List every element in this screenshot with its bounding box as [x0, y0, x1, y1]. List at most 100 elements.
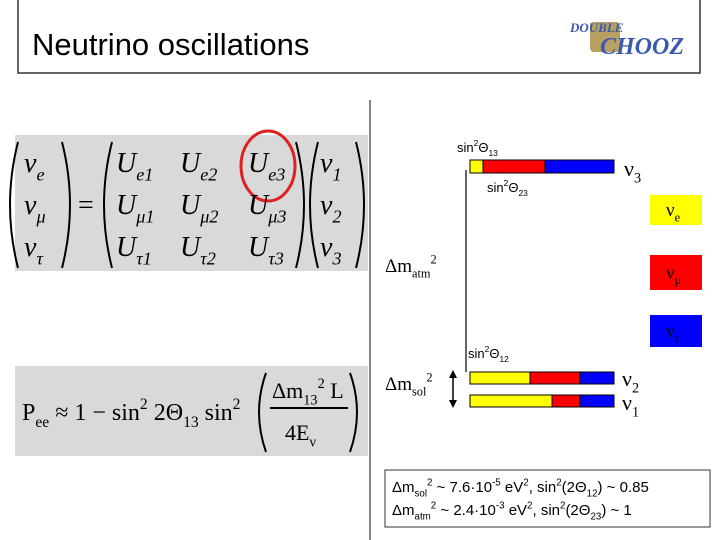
paren [103, 141, 113, 269]
text-run: eV [505, 502, 528, 519]
text-run: , sin [529, 479, 557, 496]
rich-text: 4Eν [285, 420, 316, 451]
subscript: e [675, 211, 681, 225]
text-run: U [248, 190, 270, 221]
text-run: U [180, 148, 202, 179]
text-run: ) ~ 0.85 [598, 479, 649, 496]
formula-box [15, 366, 368, 456]
rich-text: νe [666, 200, 681, 225]
rich-text: Δmsol2 ~ 7.6·10-5 eV2, sin2(2Θ12) ~ 0.85 [392, 477, 649, 499]
text-run: ν [622, 390, 632, 415]
supscript: 2 [504, 178, 509, 188]
text-run: ν [666, 321, 675, 342]
subscript: 12 [587, 489, 598, 500]
title-frame [17, 0, 701, 74]
text-run: ν [666, 200, 675, 221]
subscript: 3 [634, 171, 641, 187]
subscript: atm [412, 267, 431, 281]
text-run: U [180, 190, 202, 221]
text-run: 4E [285, 420, 309, 445]
subscript: ee [35, 414, 49, 431]
text-run: ν [666, 263, 675, 284]
text-run: ν [622, 366, 632, 391]
rich-text: Uτ1 [116, 232, 152, 268]
text-run: U [116, 232, 138, 263]
text-run: Δm [385, 256, 412, 277]
text-run: Θ [508, 180, 518, 195]
rich-text: ν2 [320, 190, 342, 226]
text-run: ν [320, 148, 333, 179]
subscript: 3 [331, 248, 341, 268]
rich-text: Uμ2 [180, 190, 218, 226]
text-run: ν [24, 148, 37, 179]
subscript: τ2 [200, 248, 216, 268]
rich-text: Ue1 [116, 148, 153, 184]
supscript: 2 [560, 500, 565, 511]
subscript: e2 [200, 164, 217, 184]
rich-text: Uμ3 [248, 190, 286, 226]
text-run: ν [320, 232, 333, 263]
text-run: P [22, 400, 35, 426]
paren [355, 141, 365, 269]
supscript: 2 [431, 500, 436, 511]
text-run: U [180, 232, 202, 263]
legend-swatch [650, 315, 702, 347]
paren [295, 141, 305, 269]
arrow-heads [449, 370, 457, 408]
subscript: μ3 [267, 206, 286, 226]
subscript: τ1 [136, 248, 152, 268]
rich-text: νe [24, 148, 45, 184]
text-run: Θ [478, 140, 488, 155]
subscript: 23 [590, 512, 601, 523]
rich-text: Δmatm2 ~ 2.4·10-3 eV2, sin2(2Θ23) ~ 1 [392, 500, 632, 522]
supscript: -3 [496, 500, 505, 511]
text-run: ν [24, 232, 37, 263]
supscript: 2 [474, 138, 479, 148]
text-run: sin [487, 180, 504, 195]
subscript: 23 [518, 188, 528, 198]
subscript: sol [415, 489, 427, 500]
nu1-vmu [551, 394, 581, 408]
paren [61, 141, 71, 269]
subscript: μ2 [199, 206, 218, 226]
logo-tower [590, 22, 620, 52]
text-run: Δm [272, 378, 303, 403]
logo-bottom: CHOOZ [600, 34, 684, 60]
summary-box [384, 469, 711, 528]
supscript: 2 [427, 477, 432, 488]
supscript: 2 [426, 370, 432, 384]
legend-swatch [650, 195, 702, 225]
supscript: -5 [492, 477, 501, 488]
text-run: U [116, 148, 138, 179]
logo: DOUBLE CHOOZ [569, 20, 684, 60]
text-run: 2Θ [148, 400, 183, 426]
paren [309, 141, 319, 269]
text-run: U [116, 190, 138, 221]
parentheses [9, 141, 365, 453]
nu1-ve [469, 394, 553, 408]
legend-swatch [650, 255, 702, 290]
rich-text: Uτ3 [248, 232, 284, 268]
subscript: 12 [499, 354, 509, 364]
text-run: ν [624, 156, 634, 181]
subscript: 13 [488, 148, 498, 158]
nu2-vmu [529, 371, 581, 385]
nu1-vtau [579, 394, 615, 408]
supscript: 2 [431, 252, 437, 266]
rich-text: ν3 [320, 232, 342, 268]
text-run: ≈ 1 − sin [49, 400, 140, 426]
subscript: 1 [632, 405, 639, 421]
rich-text: sin2Θ13 [457, 138, 498, 158]
nu3-vtau [544, 159, 615, 174]
text-run: (2Θ [565, 502, 590, 519]
text-run: ~ 2.4·10 [436, 502, 496, 519]
subscript: τ [36, 248, 44, 268]
rich-text: ν1 [320, 148, 342, 184]
subscript: 1 [332, 164, 341, 184]
equals: = [78, 190, 94, 221]
rich-text: Δmatm2 [385, 252, 437, 280]
text-run: Δm [385, 374, 412, 395]
text-run: (2Θ [562, 479, 587, 496]
rich-text: sin2Θ12 [468, 344, 509, 364]
rich-text: Δm132 L [272, 376, 344, 409]
